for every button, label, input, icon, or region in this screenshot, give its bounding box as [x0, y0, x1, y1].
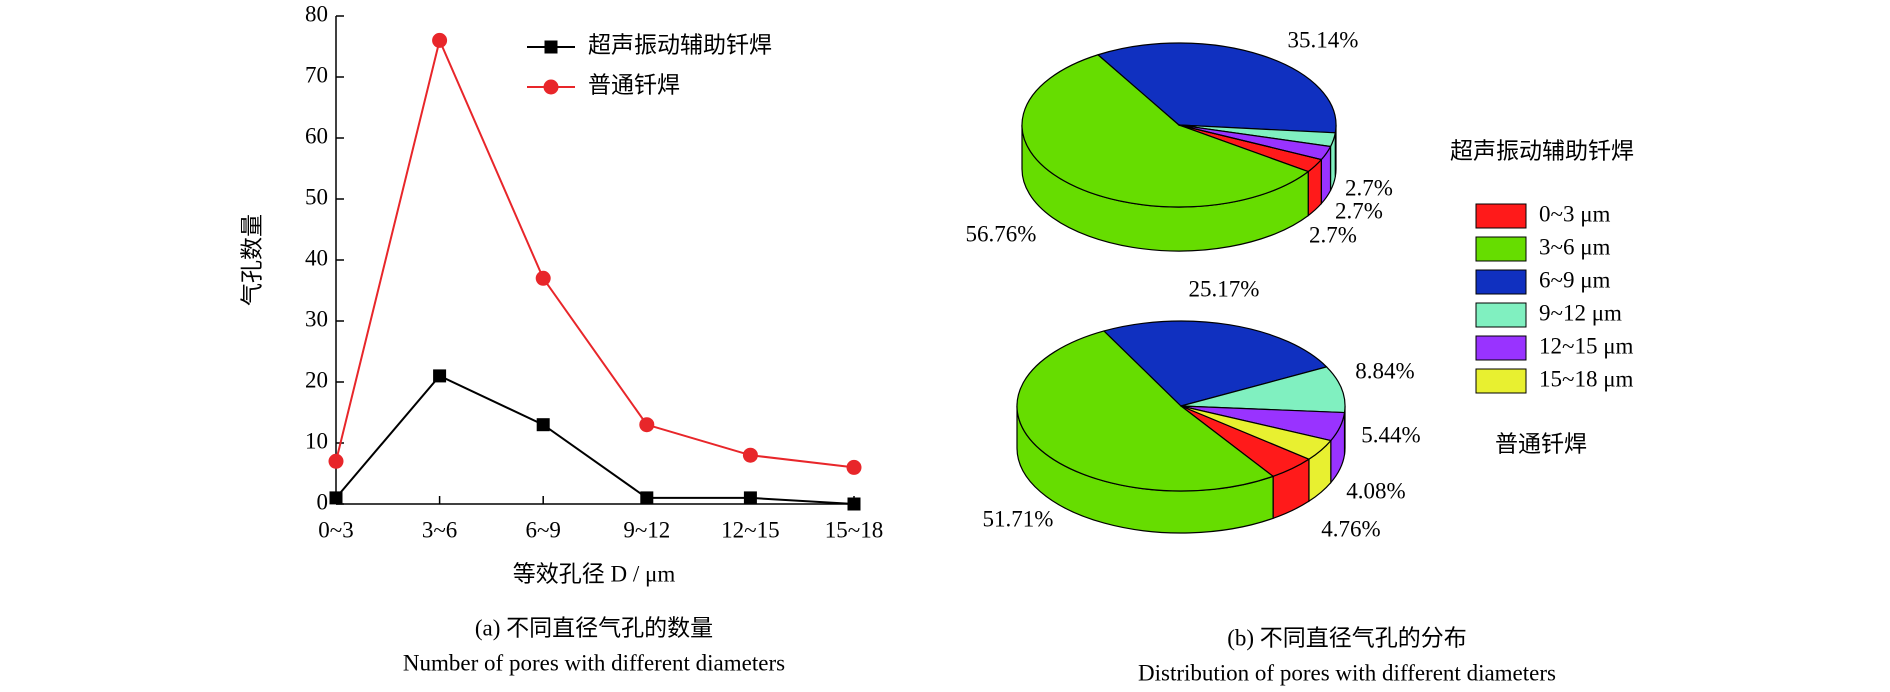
slice-label: 2.7%	[1309, 222, 1357, 247]
legend-label: 6~9 μm	[1539, 267, 1611, 292]
caption: (b) 不同直径气孔的分布	[1227, 625, 1467, 650]
slice-label: 25.17%	[1189, 276, 1260, 301]
slice-label: 4.76%	[1321, 516, 1380, 541]
slice-label: 4.08%	[1346, 478, 1405, 503]
slice	[1097, 42, 1337, 134]
legend-title: 超声振动辅助钎焊	[1450, 138, 1634, 163]
legend-label: 3~6 μm	[1539, 234, 1611, 259]
legend-label: 超声振动辅助钎焊	[588, 32, 772, 57]
y-tick-label: 10	[305, 428, 328, 453]
marker	[535, 270, 551, 286]
caption-subtitle: Number of pores with different diameters	[403, 650, 785, 675]
series-line	[335, 37, 855, 469]
x-tick-label: 9~12	[623, 517, 670, 542]
legend-label: 12~15 μm	[1539, 333, 1634, 358]
x-tick-label: 0~3	[318, 517, 353, 542]
legend-swatch	[1475, 203, 1527, 229]
marker	[639, 417, 655, 433]
marker	[847, 497, 861, 511]
marker	[742, 447, 758, 463]
y-axis-label: 气孔数量	[239, 214, 264, 306]
slice	[1178, 124, 1323, 161]
legend-swatch	[1475, 236, 1527, 262]
marker	[329, 491, 343, 505]
y-tick-label: 60	[305, 123, 328, 148]
legend-marker	[544, 40, 558, 54]
y-tick-label: 30	[305, 306, 328, 331]
marker	[640, 491, 654, 505]
legend-swatch	[1475, 269, 1527, 295]
y-tick-label: 50	[305, 184, 328, 209]
x-tick-label: 12~15	[721, 517, 779, 542]
caption: (a) 不同直径气孔的数量	[475, 615, 713, 640]
slice	[1021, 54, 1309, 208]
x-tick-label: 15~18	[825, 517, 883, 542]
legend-title: 普通钎焊	[1495, 431, 1587, 456]
marker	[433, 369, 447, 383]
legend-label: 9~12 μm	[1539, 300, 1622, 325]
caption-subtitle: Distribution of pores with different dia…	[1138, 660, 1556, 685]
y-tick-label: 0	[317, 489, 329, 514]
x-axis-label: 等效孔径 D / μm	[513, 561, 676, 586]
slice-label: 56.76%	[966, 221, 1037, 246]
marker	[743, 491, 757, 505]
series-line	[335, 374, 855, 505]
x-tick-label: 6~9	[525, 517, 560, 542]
legend-swatch	[1475, 368, 1527, 394]
slice-label: 5.44%	[1361, 422, 1420, 447]
legend-swatch	[1475, 302, 1527, 328]
legend-label: 15~18 μm	[1539, 366, 1634, 391]
y-tick-label: 70	[305, 62, 328, 87]
x-tick-label: 3~6	[422, 517, 457, 542]
marker	[536, 418, 550, 432]
marker	[846, 459, 862, 475]
y-tick-label: 20	[305, 367, 328, 392]
slice-label: 2.7%	[1345, 175, 1393, 200]
marker	[328, 453, 344, 469]
slice-label: 2.7%	[1335, 198, 1383, 223]
legend-marker	[543, 79, 559, 95]
y-tick-label: 40	[305, 245, 328, 270]
marker	[432, 32, 448, 48]
legend-label: 普通钎焊	[588, 72, 680, 97]
legend-swatch	[1475, 335, 1527, 361]
slice-label: 35.14%	[1288, 27, 1359, 52]
slice-label: 51.71%	[983, 506, 1054, 531]
legend-label: 0~3 μm	[1539, 201, 1611, 226]
slice-label: 8.84%	[1355, 358, 1414, 383]
slice	[1103, 320, 1328, 407]
slice	[1016, 330, 1274, 492]
y-tick-label: 80	[305, 1, 328, 26]
slice	[1180, 405, 1332, 460]
slice	[1180, 366, 1346, 414]
